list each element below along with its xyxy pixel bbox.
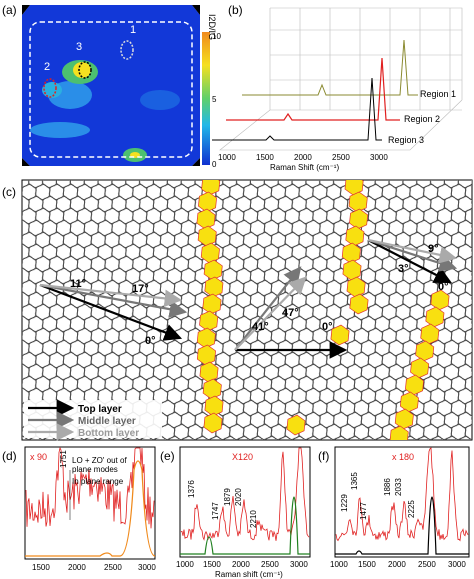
x-tick-label: 1500 [203,560,221,569]
peak-label: 1751 [59,450,68,468]
panel-label: (e) [160,449,175,463]
annotation: plane modes [72,465,118,474]
panel-label: (c) [2,185,16,199]
panel-label: (d) [2,449,17,463]
x-tick-label: 3000 [138,563,156,572]
colorbar-tick: 0 [212,160,217,169]
peak-label: 1477 [359,502,368,520]
region-label: 3 [76,41,82,53]
panel-label: (a) [2,3,17,17]
x-tick-label: 2000 [294,153,312,162]
colorbar-label: I2D/IG [207,14,217,40]
panel-a: (a) 1 2 3 I2D/IG 10 5 0 [2,3,221,169]
series-label: Region 1 [420,89,456,99]
x-tick-label: 2500 [418,560,436,569]
x-tick-label: 3000 [290,560,308,569]
legend-label: Top layer [78,404,122,415]
angle-label: 0° [145,335,156,347]
peak-label: 1886 [383,478,392,496]
legend-label: Bottom layer [78,428,139,439]
x-axis-label: Raman Shift (cm⁻¹) [270,163,339,172]
x-tick-label: 2000 [388,560,406,569]
peak-label: 2225 [407,500,416,518]
x-tick-label: 1500 [32,563,50,572]
colorbar [202,32,210,165]
x-tick-label: 1500 [358,560,376,569]
angle-label: 41° [252,321,269,333]
x-tick-label: 3000 [370,153,388,162]
panel-b: (b) Region 1 Region 2 Region 3 1000 1500… [212,3,463,172]
colorbar-tick: 10 [212,32,221,41]
peak-label: 1365 [350,472,359,490]
scale-label: x 90 [30,452,47,462]
region-label: 1 [130,24,136,36]
angle-label: 17° [132,283,149,295]
panel-f: (f) x 180 1229 1365 1477 1886 2033 2225 … [318,446,470,569]
series-label: Region 2 [404,114,440,124]
angle-label: 0° [322,321,333,333]
annotation: LO + ZO' out of [72,456,127,465]
scale-label: X120 [232,452,253,462]
panel-label: (b) [228,3,243,17]
angle-label: 9° [428,243,439,255]
annotation: In plane range [72,477,124,486]
x-tick-label: 1500 [256,153,274,162]
x-tick-label: 1000 [176,560,194,569]
x-tick-label: 2500 [104,563,122,572]
x-tick-label: 1000 [330,560,348,569]
panel-c: (c) 11° 17° 0° 41° 47° 0° 9° 3° 0° Top l… [2,179,473,441]
peak-label: 1747 [211,502,220,520]
peak-label: 2020 [234,488,243,506]
x-tick-label: 2000 [232,560,250,569]
peak-label: 1229 [340,494,349,512]
angle-label: 3° [398,263,409,275]
x-tick-label: 2500 [332,153,350,162]
peak-label: 2033 [394,478,403,496]
panel-d: (d) x 90 1751 LO + ZO' out of plane mode… [2,446,156,572]
defect-cell [349,293,369,315]
defect-cell [389,425,409,440]
x-axis-label: Raman shift (cm⁻¹) [215,570,283,579]
defect-cell [286,414,306,436]
angle-label: 0° [438,281,449,293]
colorbar-tick: 5 [212,95,217,104]
x-tick-label: 2000 [68,563,86,572]
panel-e: (e) X120 1376 1747 1879 2020 2210 1000 1… [160,446,311,579]
legend-label: Middle layer [78,416,136,427]
defect-cell [203,412,223,434]
scale-label: x 180 [392,452,414,462]
x-tick-label: 3000 [448,560,466,569]
angle-label: 47° [282,307,299,319]
x-tick-label: 2500 [261,560,279,569]
peak-label: 1376 [187,480,196,498]
panel-label: (f) [318,449,329,463]
x-tick-label: 1000 [218,153,236,162]
peak-label: 1879 [223,488,232,506]
series-label: Region 3 [388,135,424,145]
region-label: 2 [44,61,50,73]
peak-label: 2210 [249,510,258,528]
angle-label: 11° [70,278,86,290]
